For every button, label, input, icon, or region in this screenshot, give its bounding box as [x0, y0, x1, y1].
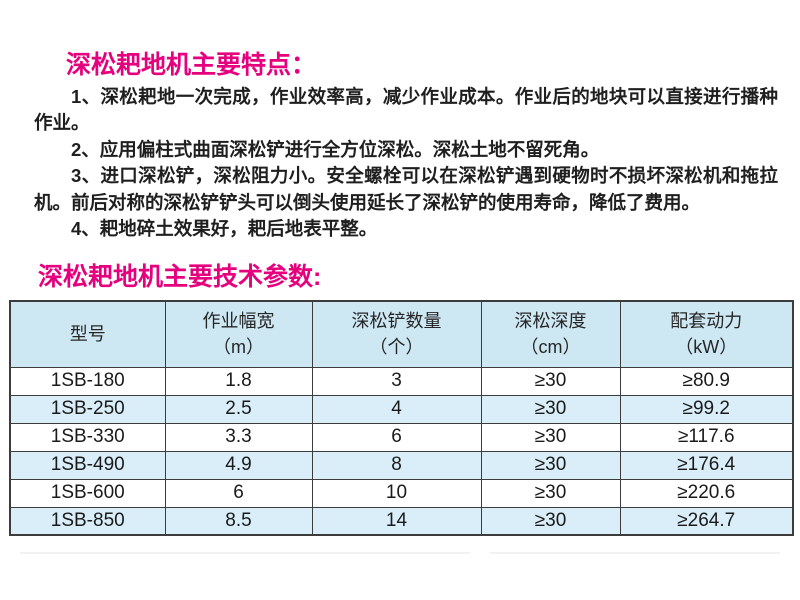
- cell-depth: ≥30: [480, 366, 621, 396]
- cell-working-width: 3.3: [164, 422, 313, 452]
- header-row: 型号 作业幅宽 （m） 深松铲数量 （个） 深松深度 （cm） 配套动力: [9, 300, 794, 368]
- column-header-power: 配套动力 （kW）: [619, 300, 794, 368]
- column-unit: （kW）: [675, 337, 738, 358]
- cell-model: 1SB-330: [9, 422, 166, 452]
- cell-model: 1SB-250: [9, 394, 166, 424]
- column-label: 深松深度: [514, 311, 587, 332]
- cell-shovel-count: 3: [311, 366, 482, 396]
- column-label: 配套动力: [670, 311, 743, 332]
- feature-paragraph: 1、深松耙地一次完成，作业效率高，减少作业成本。作业后的地块可以直接进行播种作业…: [34, 86, 778, 134]
- feature-paragraph: 4、耙地碎土效果好，耙后地表平整。: [71, 218, 378, 240]
- cell-working-width: 2.5: [164, 394, 313, 424]
- cell-depth: ≥30: [480, 478, 621, 508]
- cell-shovel-count: 6: [311, 422, 482, 452]
- features-paragraph-block: 1、深松耙地一次完成，作业效率高，减少作业成本。作业后的地块可以直接进行播种作业…: [34, 84, 778, 242]
- cell-power: ≥220.6: [619, 478, 794, 508]
- cell-depth: ≥30: [480, 422, 621, 452]
- cell-shovel-count: 4: [311, 394, 482, 424]
- column-label: 作业幅宽: [202, 311, 275, 332]
- cell-model: 1SB-600: [9, 478, 166, 508]
- cell-model: 1SB-850: [9, 506, 166, 536]
- cell-shovel-count: 10: [311, 478, 482, 508]
- cell-model: 1SB-180: [9, 366, 166, 396]
- cell-shovel-count: 14: [311, 506, 482, 536]
- column-header-model: 型号: [9, 300, 166, 368]
- column-label: 深松铲数量: [351, 311, 442, 332]
- column-header-working-width: 作业幅宽 （m）: [164, 300, 313, 368]
- specs-table-header: 型号 作业幅宽 （m） 深松铲数量 （个） 深松深度 （cm） 配套动力: [9, 300, 794, 368]
- cell-power: ≥117.6: [619, 422, 794, 452]
- column-unit: （cm）: [520, 337, 581, 358]
- table-row: 1SB-850 8.5 14 ≥30 ≥264.7: [9, 506, 794, 536]
- cell-working-width: 1.8: [164, 366, 313, 396]
- cell-depth: ≥30: [480, 394, 621, 424]
- scan-artifact-line: [20, 552, 470, 554]
- feature-paragraph: 2、应用偏柱式曲面深松铲进行全方位深松。深松土地不留死角。: [71, 138, 600, 160]
- table-row: 1SB-250 2.5 4 ≥30 ≥99.2: [9, 394, 794, 424]
- cell-working-width: 6: [164, 478, 313, 508]
- specs-table: 型号 作业幅宽 （m） 深松铲数量 （个） 深松深度 （cm） 配套动力: [9, 300, 794, 536]
- cell-depth: ≥30: [480, 450, 621, 480]
- cell-power: ≥264.7: [619, 506, 794, 536]
- cell-depth: ≥30: [480, 506, 621, 536]
- column-unit: （m）: [213, 337, 264, 358]
- specs-section-title: 深松耙地机主要技术参数:: [38, 263, 322, 291]
- cell-working-width: 4.9: [164, 450, 313, 480]
- feature-paragraph: 3、进口深松铲，深松阻力小。安全螺栓可以在深松铲遇到硬物时不损坏深松机和拖拉机。…: [34, 165, 778, 213]
- scan-artifact-line: [490, 552, 780, 554]
- table-row: 1SB-600 6 10 ≥30 ≥220.6: [9, 478, 794, 508]
- table-row: 1SB-180 1.8 3 ≥30 ≥80.9: [9, 366, 794, 396]
- cell-model: 1SB-490: [9, 450, 166, 480]
- column-header-depth: 深松深度 （cm）: [480, 300, 621, 368]
- specs-table-body: 1SB-180 1.8 3 ≥30 ≥80.9 1SB-250 2.5 4 ≥3…: [9, 366, 794, 536]
- cell-power: ≥80.9: [619, 366, 794, 396]
- cell-working-width: 8.5: [164, 506, 313, 536]
- table-row: 1SB-490 4.9 8 ≥30 ≥176.4: [9, 450, 794, 480]
- column-unit: （个）: [369, 337, 424, 358]
- column-header-shovel-count: 深松铲数量 （个）: [311, 300, 482, 368]
- cell-power: ≥99.2: [619, 394, 794, 424]
- table-row: 1SB-330 3.3 6 ≥30 ≥117.6: [9, 422, 794, 452]
- column-label: 型号: [69, 324, 106, 345]
- cell-shovel-count: 8: [311, 450, 482, 480]
- cell-power: ≥176.4: [619, 450, 794, 480]
- features-section-title: 深松耙地机主要特点：: [66, 51, 317, 79]
